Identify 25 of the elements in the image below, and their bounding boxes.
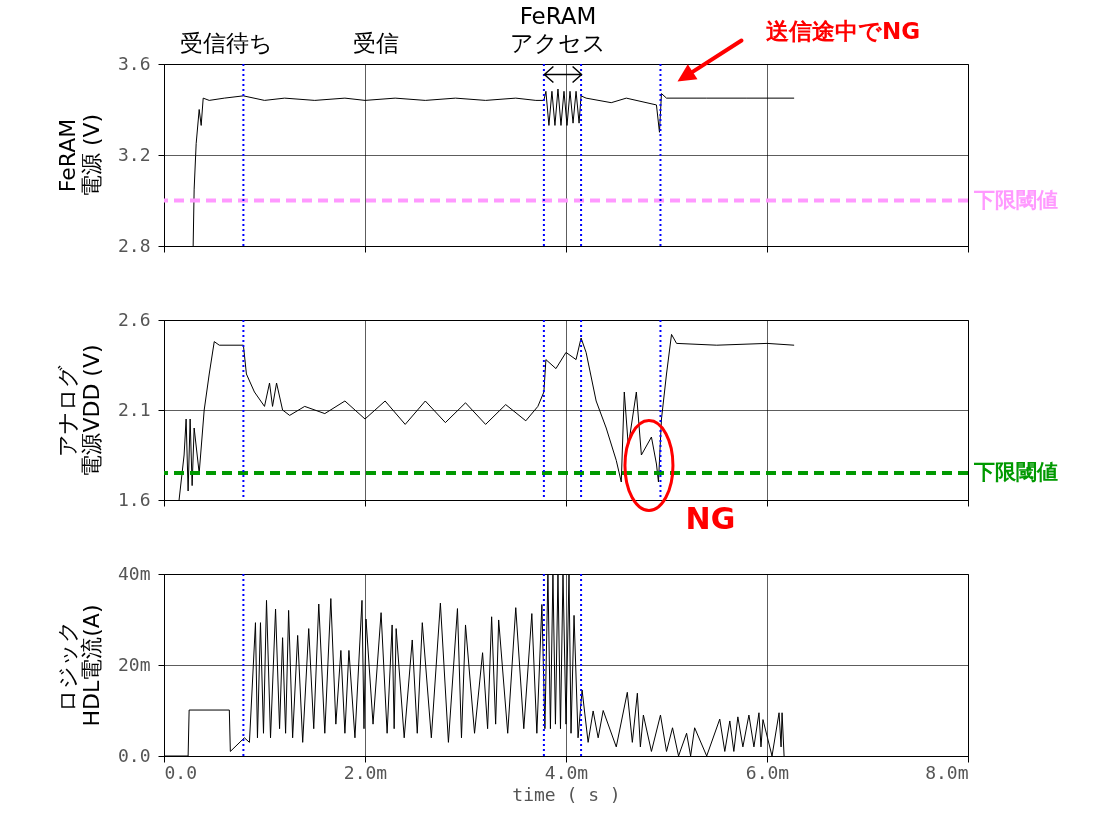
y-tick-label: 2.8 [117, 234, 151, 256]
x-tick-label: 0.0 [164, 761, 198, 783]
y-tick-label: 2.1 [117, 398, 151, 420]
y-tick-label: 40m [117, 562, 151, 584]
text: FeRAM アクセス [510, 3, 606, 56]
x-tick-label: 4.0m [544, 761, 589, 783]
ref-line-label: 下限閾値 [973, 460, 1058, 484]
x-axis-title: time ( s ) [512, 783, 621, 805]
x-tick-label: 6.0m [745, 761, 790, 783]
y-tick-label: 2.6 [117, 308, 151, 330]
y-tick-label: 3.2 [117, 143, 151, 165]
ref-line-label: 下限閾値 [973, 187, 1058, 212]
y-tick-label: 1.6 [117, 488, 151, 510]
text: 受信待ち [179, 30, 273, 56]
y-tick-label: 3.6 [117, 52, 151, 74]
y-axis-title: FeRAM 電源 (V) [54, 113, 104, 198]
text: 送信途中でNG [765, 18, 921, 44]
y-axis-title: アナログ電源VDD (V) [54, 344, 104, 477]
x-tick-label: 2.0m [343, 761, 388, 783]
y-tick-label: 0.0 [117, 744, 151, 766]
y-axis-title: ロジック HDL電流(A) [54, 604, 104, 727]
x-tick-label: 8.0m [925, 761, 969, 783]
text: 受信 [353, 30, 399, 56]
y-tick-label: 20m [117, 653, 151, 675]
annotation: NG [685, 501, 736, 536]
